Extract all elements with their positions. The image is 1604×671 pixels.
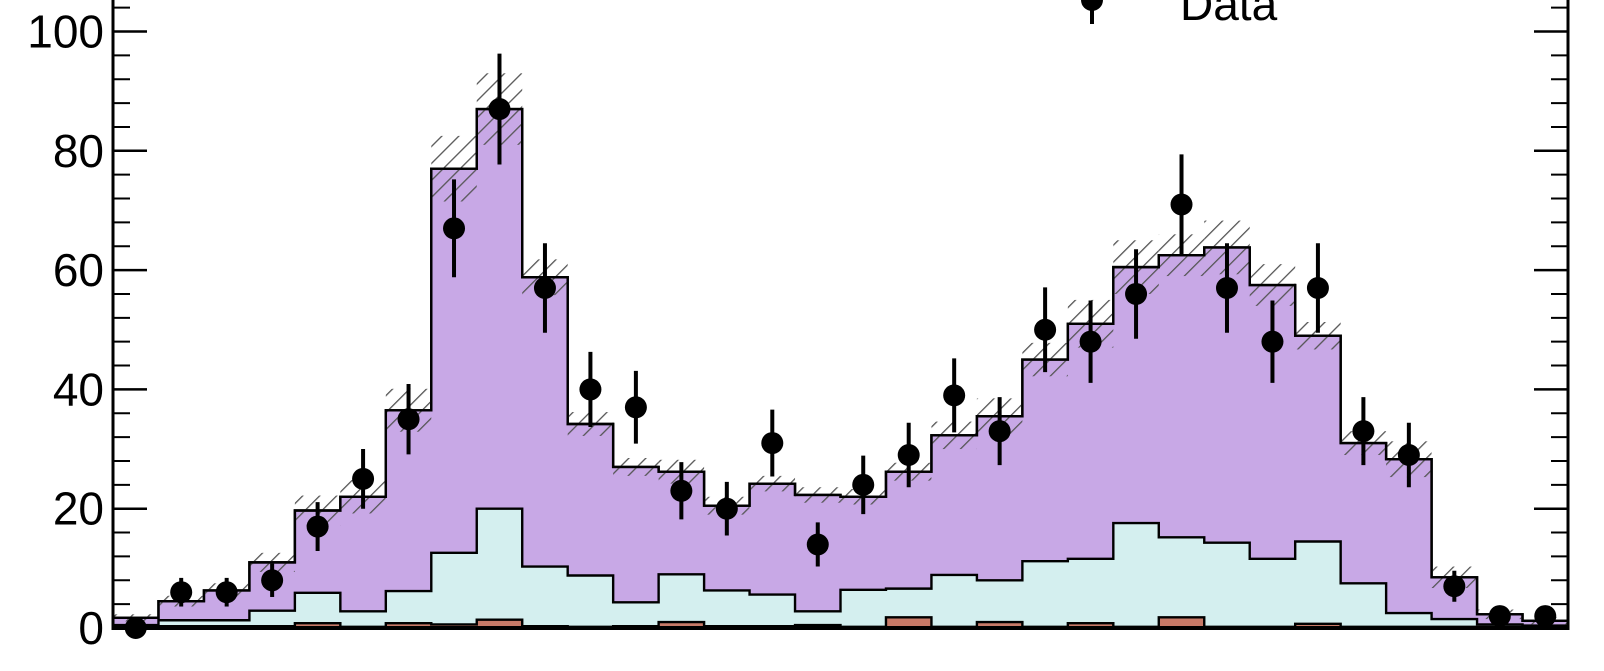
y-tick-label: 60 [53,244,104,296]
data-point [1352,420,1375,443]
cyan-component-bar [1067,558,1114,628]
y-tick-label: 40 [53,363,104,415]
y-tick-label: 20 [53,483,104,535]
cyan-component-bar [749,594,796,628]
data-point [897,444,920,467]
axes-frame [111,0,1570,630]
legend-label-data: Data [1180,0,1278,30]
data-point [306,515,329,538]
data-point [352,467,375,490]
data-point [670,479,693,502]
total-stack-outline-top [113,107,1570,628]
data-point [215,581,238,604]
cyan-component-bar [340,611,387,628]
red-component-bar [294,623,341,628]
data-point [943,384,966,407]
red-component-bar [658,622,705,628]
cyan-component-bar [840,589,887,628]
cyan-component-bar [931,574,978,628]
data-point [1397,444,1420,467]
data-point [852,473,875,496]
cyan-component-bar [1295,541,1342,628]
cyan-component-bar [658,574,705,628]
red-component-bar [385,623,432,628]
red-component-bar [1067,623,1114,628]
cyan-component-bar [522,566,569,628]
cyan-component-bar [1022,561,1069,628]
data-point [1034,318,1057,341]
red-component-bar [1295,623,1342,628]
data-point [1443,575,1466,598]
red-component-bar [885,617,932,628]
y-tick-label: 80 [53,125,104,177]
cyan-component-bar [476,508,523,628]
cyan-component-bar [249,610,296,628]
cyan-component-bar [1431,619,1478,628]
cyan-component-bar [1204,542,1251,628]
data-point [806,533,829,556]
data-point [1079,330,1102,353]
data-point [443,217,466,240]
data-point [761,432,784,455]
total-stack-bar [1386,459,1433,628]
total-stack-bar [340,496,387,628]
cyan-component-bar [158,620,205,628]
total-stack-layer [113,107,1570,629]
legend-marker-point [1081,0,1103,11]
data-point [1534,605,1557,628]
data-point [624,396,647,419]
data-point [1261,330,1284,353]
data-point [397,408,420,431]
data-point [1488,605,1511,628]
cyan-component-bar [203,620,250,628]
data-point [1125,282,1148,305]
data-points-layer [124,53,1557,639]
cyan-component-outline [113,507,1570,628]
legend-marker [1081,0,1103,24]
red-component-bar [1158,617,1205,628]
y-tick-label: 0 [78,602,104,654]
data-point [170,581,193,604]
cyan-component-bar [1340,583,1387,628]
data-point [1215,276,1238,299]
data-point [715,497,738,520]
data-point [261,569,284,592]
data-point [488,98,511,121]
red-component-bar [476,619,523,628]
plot-area [113,0,1570,639]
cyan-component-bar [1158,537,1205,628]
data-point [579,378,602,401]
data-point [1306,276,1329,299]
red-component-bar [976,622,1023,628]
data-point [1170,193,1193,216]
cyan-component-bar [431,552,478,628]
cyan-component-bar [613,602,660,628]
cyan-component-bar [704,590,751,628]
y-tick-labels: 0 20 40 60 80 100 [27,6,104,655]
y-tick-label: 100 [27,6,104,58]
data-point [533,276,556,299]
cyan-component-bar [1386,613,1433,628]
data-point [988,420,1011,443]
cyan-component-bar [976,580,1023,628]
cyan-component-bar [1113,523,1160,628]
cyan-component-bar [385,591,432,628]
cyan-component-bar [1249,558,1296,628]
cyan-component-bar [567,575,614,628]
